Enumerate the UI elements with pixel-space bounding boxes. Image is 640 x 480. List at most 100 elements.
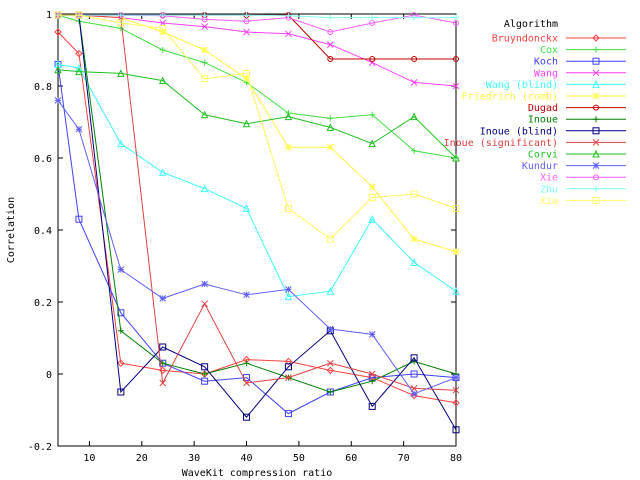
legend-label: Bruyndonckx — [492, 34, 558, 45]
data-point — [410, 79, 418, 86]
data-point — [368, 183, 376, 191]
data-point — [369, 378, 376, 385]
data-point — [201, 377, 209, 385]
data-point — [368, 194, 376, 202]
data-point — [369, 111, 376, 118]
data-point — [243, 360, 250, 367]
data-point — [592, 57, 600, 65]
data-point — [54, 97, 62, 104]
data-point — [201, 363, 209, 371]
data-point — [326, 41, 334, 48]
data-point — [285, 374, 292, 381]
y-axis-label: Correlation — [6, 197, 17, 263]
data-point — [117, 327, 124, 334]
data-point — [158, 76, 167, 85]
data-point — [326, 235, 334, 243]
data-point — [159, 343, 167, 351]
data-point — [159, 295, 167, 302]
legend-label: Zhu — [540, 184, 558, 195]
data-point — [200, 184, 209, 193]
x-tick-label: 70 — [398, 453, 410, 464]
data-point — [54, 11, 62, 19]
legend-label: Cox — [540, 45, 558, 56]
legend-label: Xia — [540, 196, 558, 207]
data-point — [411, 56, 418, 62]
data-point — [327, 389, 334, 395]
data-point — [117, 266, 125, 273]
data-point — [117, 19, 125, 27]
data-point — [592, 162, 600, 169]
data-point — [243, 75, 250, 83]
legend-label: Dugad — [528, 103, 558, 114]
data-point — [410, 370, 418, 378]
data-point — [593, 174, 599, 181]
data-point — [117, 388, 125, 396]
y-tick-label: 0.6 — [34, 154, 52, 165]
data-point — [410, 390, 418, 398]
data-point — [201, 23, 208, 30]
data-point — [201, 59, 208, 66]
data-point — [117, 12, 124, 19]
data-point — [284, 204, 292, 212]
data-point — [327, 29, 334, 35]
data-point — [117, 69, 125, 77]
series-line — [57, 100, 457, 395]
data-point — [453, 14, 459, 21]
data-point — [452, 386, 460, 394]
data-point — [369, 56, 376, 62]
data-point — [326, 325, 334, 333]
data-point — [592, 80, 600, 88]
data-point — [201, 300, 208, 308]
series-cox — [55, 12, 459, 161]
data-point — [326, 143, 334, 151]
data-point — [159, 47, 166, 53]
data-point — [452, 153, 460, 162]
data-point — [158, 168, 167, 176]
data-point — [368, 139, 377, 148]
data-point — [592, 34, 600, 42]
data-point — [159, 24, 167, 32]
x-tick-label: 10 — [83, 453, 95, 464]
data-point — [284, 112, 293, 121]
legend-label: Corvi — [528, 150, 558, 161]
x-tick-label: 40 — [241, 453, 253, 464]
series-inoue-significant — [54, 11, 460, 394]
data-point — [593, 116, 599, 123]
data-point — [159, 12, 166, 19]
legend-label: Inoue — [528, 115, 558, 126]
legend-label: Wang — [534, 68, 558, 79]
data-point — [75, 67, 83, 76]
data-point — [327, 14, 334, 21]
data-point — [327, 115, 334, 122]
data-point — [201, 46, 208, 54]
legend-title: Algorithm — [504, 19, 558, 30]
data-point — [452, 287, 460, 295]
data-point — [75, 63, 83, 72]
data-point — [285, 30, 292, 38]
data-point — [75, 11, 83, 19]
legend-label: Inoue (significant) — [444, 138, 558, 149]
data-point — [593, 185, 599, 192]
data-point — [368, 402, 376, 410]
data-point — [326, 287, 335, 295]
x-tick-label: 60 — [345, 453, 357, 464]
y-tick-label: -0.2 — [28, 442, 52, 453]
data-point — [410, 235, 418, 243]
series-line — [58, 14, 457, 253]
legend-label: Koch — [534, 57, 558, 68]
data-point — [200, 110, 209, 119]
data-point — [592, 149, 600, 158]
data-point — [452, 426, 460, 434]
data-point — [284, 292, 293, 301]
data-point — [201, 280, 208, 288]
data-point — [326, 366, 335, 375]
legend-label: Inoue (blind) — [480, 126, 558, 137]
series-layer — [54, 11, 460, 434]
series-line — [58, 14, 457, 431]
data-point — [368, 370, 376, 378]
x-tick-label: 30 — [188, 453, 200, 464]
data-point — [285, 12, 292, 19]
data-point — [117, 359, 125, 367]
series-line — [57, 63, 457, 298]
data-point — [243, 291, 250, 299]
